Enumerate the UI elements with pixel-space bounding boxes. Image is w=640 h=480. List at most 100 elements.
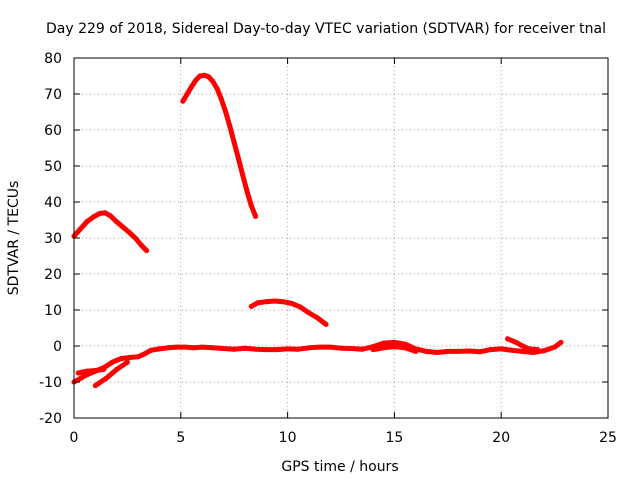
y-tick-label: 20	[44, 267, 62, 283]
series-group	[71, 72, 564, 389]
data-point	[102, 210, 108, 216]
data-point	[434, 350, 440, 355]
ticks: 0 5 10 15 20 25 -20 -10 0 10 20 30 40 50 60 70 80	[39, 51, 617, 446]
data-point	[456, 348, 461, 354]
data-point	[197, 73, 203, 79]
series-arc-1	[71, 210, 150, 254]
data-point	[520, 343, 526, 349]
y-tick-label: 30	[44, 231, 62, 247]
data-point	[297, 304, 303, 310]
data-point	[558, 339, 564, 345]
data-point	[466, 348, 472, 354]
data-point	[184, 91, 190, 97]
y-tick-label: 10	[44, 303, 62, 319]
data-point	[338, 345, 344, 351]
data-point	[227, 123, 233, 129]
data-point	[174, 344, 179, 350]
data-point	[315, 315, 320, 321]
y-tick-label: 70	[44, 87, 62, 103]
data-point	[84, 368, 90, 374]
data-point	[255, 300, 261, 306]
data-point	[101, 366, 107, 372]
data-point	[142, 351, 147, 357]
x-tick-label: 25	[599, 430, 617, 446]
data-point	[306, 345, 312, 351]
series-line	[71, 210, 150, 254]
series-arc-5	[75, 366, 107, 376]
data-point	[133, 236, 139, 242]
grid	[74, 58, 608, 418]
data-point	[349, 346, 355, 351]
y-tick-label: 80	[44, 51, 62, 67]
data-point	[218, 96, 224, 102]
data-point	[97, 211, 103, 216]
data-point	[289, 301, 295, 306]
data-point	[306, 310, 312, 316]
data-point	[248, 203, 254, 209]
series-line	[92, 359, 130, 389]
x-tick-label: 10	[279, 430, 297, 446]
data-point	[423, 348, 429, 354]
data-point	[92, 368, 98, 373]
data-point	[92, 383, 98, 389]
data-point	[77, 375, 83, 381]
data-point	[402, 345, 408, 351]
data-point	[535, 347, 540, 353]
x-tick-label: 15	[385, 430, 403, 446]
data-point	[242, 345, 248, 351]
data-point	[103, 375, 109, 381]
data-point	[552, 344, 558, 350]
series-arc-4	[71, 339, 564, 385]
data-point	[90, 214, 96, 220]
x-tick-label: 0	[70, 430, 79, 446]
data-point	[244, 188, 250, 194]
data-point	[206, 74, 212, 80]
data-point	[109, 359, 115, 365]
series-line	[75, 366, 107, 376]
data-point	[509, 347, 515, 353]
data-point	[231, 346, 237, 352]
data-point	[148, 347, 154, 353]
data-point	[156, 346, 162, 352]
data-point	[127, 230, 132, 236]
series-arc-7	[370, 344, 419, 354]
data-point	[231, 140, 237, 146]
data-point	[84, 219, 90, 225]
x-axis-label: GPS time / hours	[281, 459, 398, 475]
data-point	[248, 303, 254, 309]
data-point	[180, 98, 186, 104]
x-tick-label: 20	[492, 430, 510, 446]
data-point	[381, 340, 387, 346]
data-point	[513, 339, 519, 345]
data-point	[274, 347, 280, 353]
y-tick-label: 40	[44, 195, 62, 211]
data-point	[272, 298, 278, 304]
data-point	[120, 224, 126, 230]
data-point	[253, 346, 259, 352]
y-tick-label: 0	[53, 339, 62, 355]
data-point	[280, 299, 286, 305]
data-point	[263, 299, 269, 305]
y-axis-label: SDTVAR / TECUs	[6, 181, 22, 296]
series-arc-2	[180, 72, 259, 219]
series-arc-6	[92, 359, 130, 389]
data-point	[541, 348, 547, 354]
data-point	[317, 344, 323, 350]
data-point	[182, 344, 188, 350]
data-point	[263, 347, 269, 353]
data-point	[526, 346, 532, 352]
data-point	[165, 345, 171, 351]
data-point	[118, 356, 124, 362]
data-point	[221, 346, 226, 351]
data-point	[114, 219, 120, 225]
data-point	[323, 321, 329, 327]
data-point	[327, 344, 333, 350]
data-point	[75, 370, 81, 376]
data-point	[445, 348, 451, 354]
data-point	[144, 248, 150, 254]
data-point	[107, 213, 113, 219]
data-point	[381, 345, 387, 351]
y-tick-label: 50	[44, 159, 62, 175]
data-point	[520, 348, 526, 354]
data-point	[236, 156, 241, 162]
